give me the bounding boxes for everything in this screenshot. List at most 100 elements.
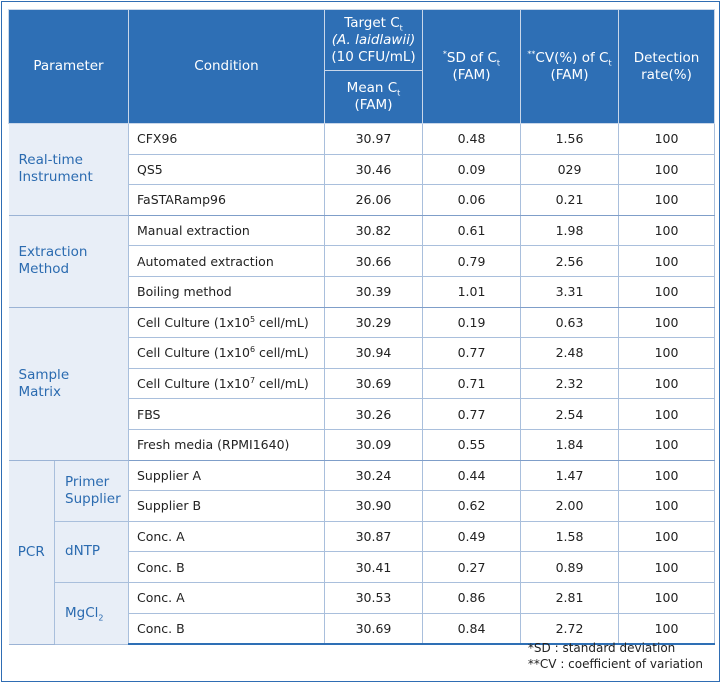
mean-cell: 30.53 [324,582,423,614]
header-detection: Detection rate(%) [618,9,715,124]
condition-cell: Cell Culture (1x105 cell/mL) [128,307,325,339]
cv-cell: 1.58 [520,521,619,553]
table-row: dNTP Conc. A 30.87 0.49 1.58 100 [9,521,715,583]
cv-cell: 2.32 [520,368,619,400]
table-row: QS5 30.46 0.09 029 100 [9,154,715,186]
sd-cell: 0.61 [422,215,521,247]
group-extraction-label: Extraction Method [8,215,129,308]
rate-cell: 100 [618,123,715,155]
sd-cell: 0.06 [422,184,521,216]
rate-cell: 100 [618,215,715,247]
table-row: Cell Culture (1x107 cell/mL) 30.69 0.71 … [9,368,715,400]
condition-cell: Cell Culture (1x106 cell/mL) [128,337,325,369]
rate-cell: 100 [618,337,715,369]
table-row: Sample Matrix Cell Culture (1x105 cell/m… [8,307,715,461]
header-target: Target Ct (A. laidlawii) (10 CFU/mL) [324,9,423,71]
sd-cell: 0.84 [422,613,521,646]
group-matrix-label: Sample Matrix [8,307,129,461]
sd-cell: 0.49 [422,521,521,553]
results-table: Parameter Condition Target Ct (A. laidla… [8,9,715,646]
rate-cell: 100 [618,521,715,553]
header-cv: **CV(%) of Ct (FAM) [520,9,619,124]
mean-cell: 30.82 [324,215,423,247]
cv-cell: 2.56 [520,245,619,277]
mean-cell: 30.97 [324,123,423,155]
rate-cell: 100 [618,154,715,186]
table-row: FaSTARamp96 26.06 0.06 0.21 100 [9,184,715,216]
header-condition: Condition [128,9,325,124]
mean-cell: 30.39 [324,276,423,308]
condition-cell: Conc. A [128,521,325,553]
condition-cell: Automated extraction [128,245,325,277]
cv-cell: 2.81 [520,582,619,614]
sd-cell: 0.27 [422,551,521,583]
cv-cell: 2.00 [520,490,619,522]
sd-cell: 0.62 [422,490,521,522]
cv-cell: 0.89 [520,551,619,583]
sd-cell: 0.48 [422,123,521,155]
rate-cell: 100 [618,613,715,646]
table-row: Conc. B 30.41 0.27 0.89 100 [9,551,715,583]
subgroup-primer-label: Primer Supplier [54,460,129,522]
rate-cell: 100 [618,490,715,522]
condition-cell: Conc. B [128,551,325,583]
footnotes: *SD : standard deviation **CV : coeffici… [528,640,703,672]
cv-cell: 1.56 [520,123,619,155]
cv-cell: 1.84 [520,429,619,461]
sd-cell: 0.77 [422,398,521,430]
sd-cell: 0.77 [422,337,521,369]
mean-cell: 30.41 [324,551,423,583]
condition-cell: Cell Culture (1x107 cell/mL) [128,368,325,400]
rate-cell: 100 [618,429,715,461]
condition-cell: Manual extraction [128,215,325,247]
mean-cell: 30.87 [324,521,423,553]
table-row: Extraction Method Manual extraction 30.8… [8,215,715,308]
sd-cell: 0.55 [422,429,521,461]
condition-cell: Boiling method [128,276,325,308]
rate-cell: 100 [618,398,715,430]
rate-cell: 100 [618,460,715,492]
rate-cell: 100 [618,307,715,339]
sd-cell: 0.19 [422,307,521,339]
condition-cell: Supplier B [128,490,325,522]
sd-cell: 0.71 [422,368,521,400]
rate-cell: 100 [618,582,715,614]
sd-cell: 0.44 [422,460,521,492]
mean-cell: 30.66 [324,245,423,277]
cv-cell: 1.47 [520,460,619,492]
rate-cell: 100 [618,368,715,400]
header-parameter: Parameter [8,9,129,124]
mean-cell: 30.90 [324,490,423,522]
header-target-organism: (A. laidlawii) [331,31,416,48]
sd-cell: 0.86 [422,582,521,614]
mean-cell: 30.69 [324,368,423,400]
header-target-conc: (10 CFU/mL) [331,48,416,65]
condition-cell: Conc. A [128,582,325,614]
rate-cell: 100 [618,551,715,583]
condition-cell: FaSTARamp96 [128,184,325,216]
mean-cell: 30.46 [324,154,423,186]
cv-cell: 2.72 [520,613,619,646]
mean-cell: 30.24 [324,460,423,492]
footnote-cv: **CV : coefficient of variation [527,657,703,671]
subgroup-dntp-label: dNTP [54,521,129,583]
mean-cell: 30.69 [324,613,423,646]
group-pcr-label: PCR [8,460,55,645]
cv-cell: 2.54 [520,398,619,430]
rate-cell: 100 [618,184,715,216]
sd-cell: 1.01 [422,276,521,308]
table-row: FBS 30.26 0.77 2.54 100 [9,398,715,430]
rate-cell: 100 [618,245,715,277]
table-row: MgCl2 Conc. A 30.53 0.86 2.81 100 [9,582,715,645]
condition-cell: Supplier A [128,460,325,492]
condition-cell: Fresh media (RPMI1640) [128,429,325,461]
cv-cell: 3.31 [520,276,619,308]
mean-cell: 26.06 [324,184,423,216]
mean-cell: 30.09 [324,429,423,461]
mean-cell: 30.29 [324,307,423,339]
table-row: PCR Primer Supplier Supplier A 30.24 0.4… [8,460,715,645]
table-row: Boiling method 30.39 1.01 3.31 100 [9,276,715,308]
table-row: Fresh media (RPMI1640) 30.09 0.55 1.84 1… [9,429,715,461]
table-row: Supplier B 30.90 0.62 2.00 100 [9,490,715,522]
